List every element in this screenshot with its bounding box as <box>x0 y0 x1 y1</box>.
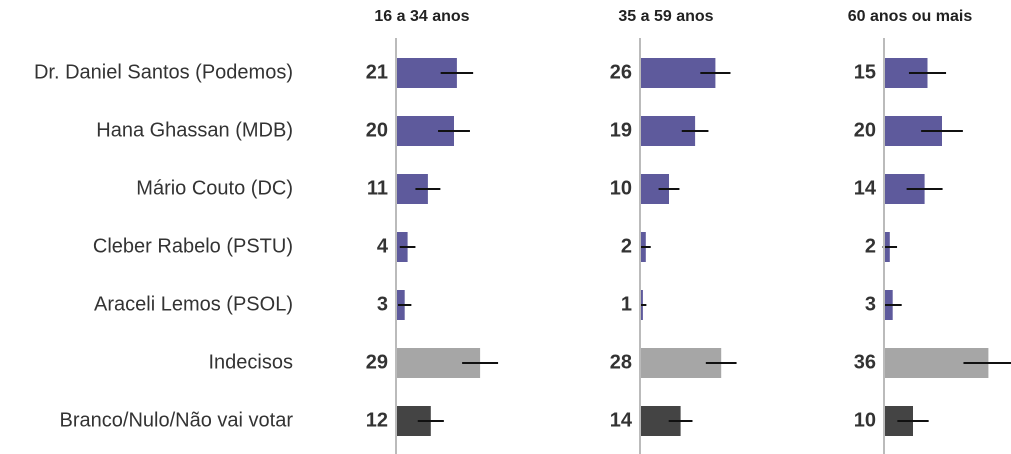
value-label: 20 <box>854 119 876 141</box>
value-label: 2 <box>621 235 632 257</box>
value-label: 11 <box>367 177 388 199</box>
value-label: 36 <box>854 351 876 373</box>
panel-title: 35 a 59 anos <box>618 8 713 25</box>
value-label: 20 <box>366 119 388 141</box>
value-label: 2 <box>865 235 876 257</box>
category-label: Indecisos <box>209 351 294 373</box>
value-label: 19 <box>610 119 632 141</box>
value-label: 14 <box>610 409 633 431</box>
value-label: 14 <box>854 177 877 199</box>
value-label: 21 <box>366 61 388 83</box>
value-label: 4 <box>377 235 389 257</box>
category-label: Mário Couto (DC) <box>136 177 293 199</box>
value-label: 3 <box>377 293 388 315</box>
category-label: Branco/Nulo/Não vai votar <box>60 409 294 431</box>
value-label: 10 <box>854 409 876 431</box>
value-label: 1 <box>621 293 632 315</box>
value-label: 26 <box>610 61 632 83</box>
value-label: 12 <box>366 409 388 431</box>
category-label: Dr. Daniel Santos (Podemos) <box>34 61 293 83</box>
category-label: Cleber Rabelo (PSTU) <box>93 235 293 257</box>
value-label: 3 <box>865 293 876 315</box>
value-label: 10 <box>610 177 632 199</box>
value-label: 15 <box>854 61 876 83</box>
value-label: 29 <box>366 351 388 373</box>
panel-title: 16 a 34 anos <box>374 8 469 25</box>
category-label: Hana Ghassan (MDB) <box>96 119 293 141</box>
value-label: 28 <box>610 351 632 373</box>
panel-title: 60 anos ou mais <box>848 8 973 25</box>
category-label: Araceli Lemos (PSOL) <box>94 293 293 315</box>
